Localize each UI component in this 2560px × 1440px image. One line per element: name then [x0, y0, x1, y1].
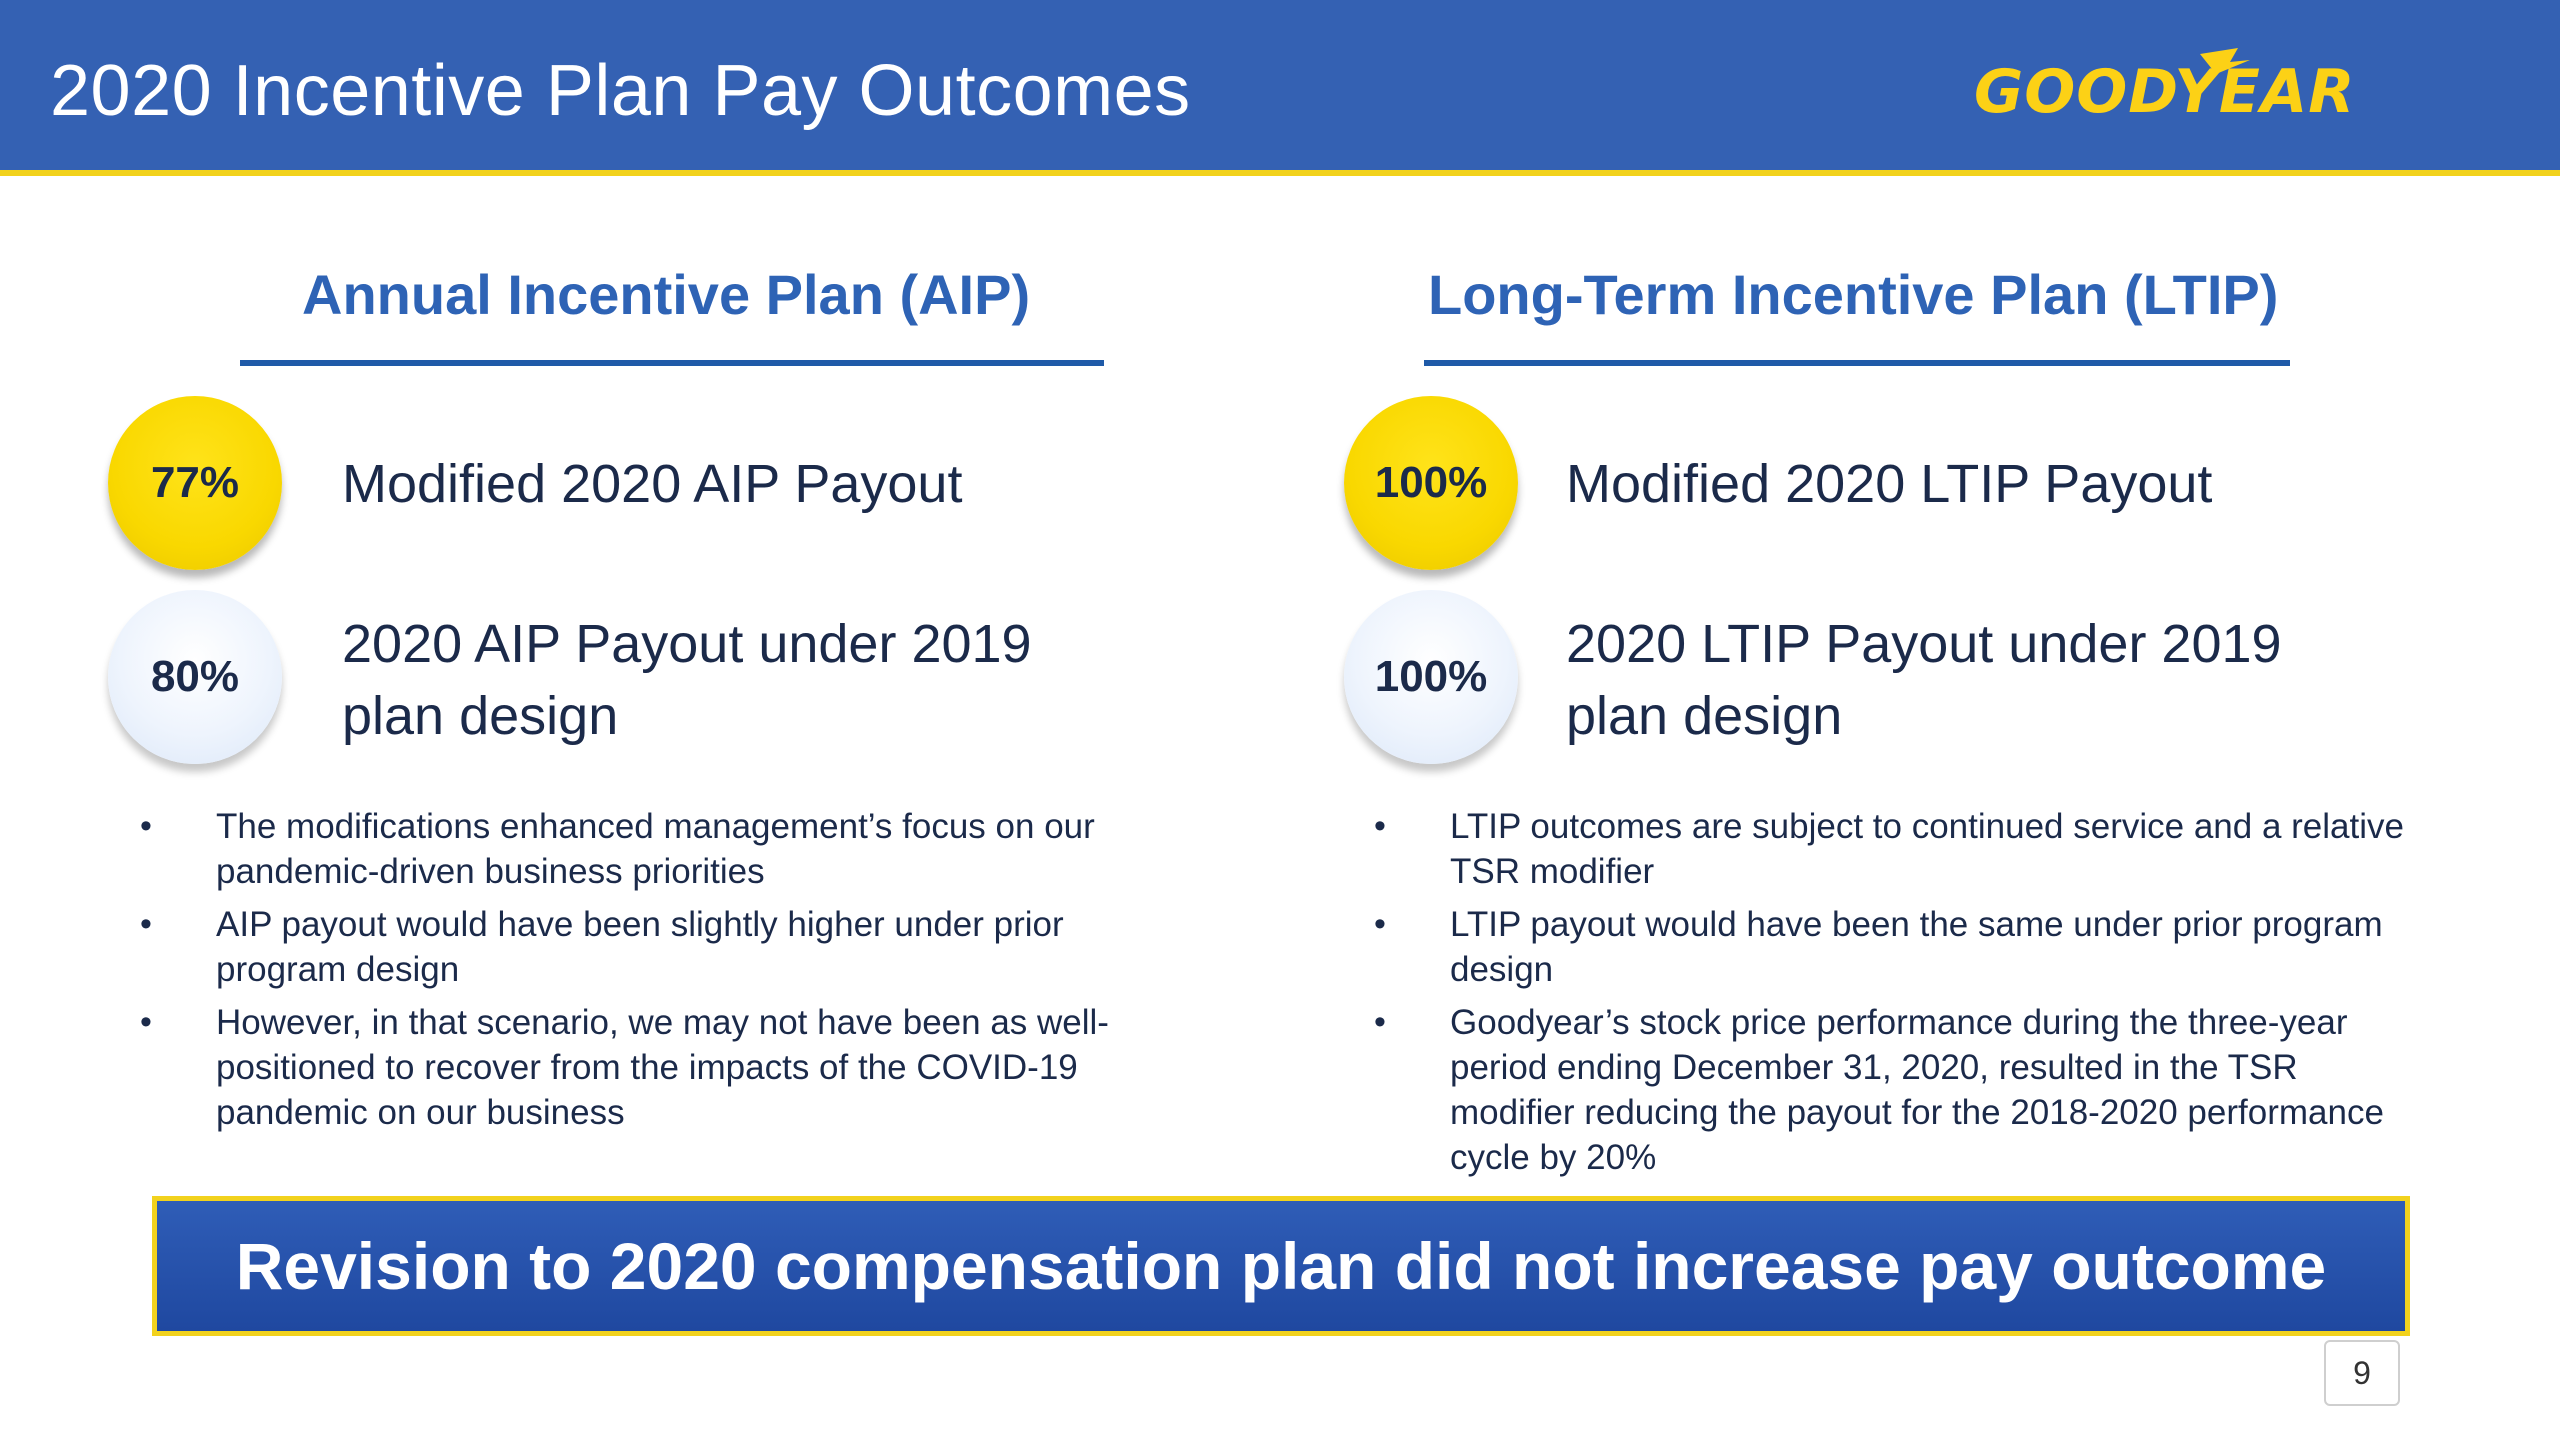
ltip-prior-design-payout-badge: 100% [1344, 590, 1518, 764]
aip-prior-design-payout-label: 2020 AIP Payout under 2019 plan design [342, 608, 1032, 752]
header-divider [0, 170, 2560, 176]
list-item: Goodyear’s stock price performance durin… [1372, 1000, 2422, 1180]
aip-modified-payout-badge: 77% [108, 396, 282, 570]
ltip-prior-design-payout-label: 2020 LTIP Payout under 2019 plan design [1566, 608, 2282, 752]
page-number: 9 [2324, 1340, 2400, 1406]
aip-modified-payout-label: Modified 2020 AIP Payout [342, 454, 963, 514]
goodyear-logo: GOODYEAR [1974, 48, 2355, 127]
header-bar: 2020 Incentive Plan Pay Outcomes GOODYEA… [0, 0, 2560, 170]
list-item: AIP payout would have been slightly high… [138, 902, 1168, 992]
ltip-heading-rule [1424, 360, 2290, 366]
aip-prior-design-label-line1: 2020 AIP Payout under 2019 [342, 614, 1032, 674]
aip-bullet-list: The modifications enhanced management’s … [138, 804, 1168, 1143]
list-item: LTIP payout would have been the same und… [1372, 902, 2422, 992]
aip-prior-design-label-line2: plan design [342, 686, 619, 746]
list-item: LTIP outcomes are subject to continued s… [1372, 804, 2422, 894]
ltip-prior-design-label-line2: plan design [1566, 686, 1843, 746]
list-item: However, in that scenario, we may not ha… [138, 1000, 1168, 1135]
aip-heading-rule [240, 360, 1104, 366]
ltip-modified-payout-badge: 100% [1344, 396, 1518, 570]
ltip-bullet-list: LTIP outcomes are subject to continued s… [1372, 804, 2422, 1188]
aip-heading: Annual Incentive Plan (AIP) [302, 263, 1031, 326]
ltip-heading: Long-Term Incentive Plan (LTIP) [1428, 263, 2279, 326]
page-title: 2020 Incentive Plan Pay Outcomes [50, 51, 1191, 131]
ltip-prior-design-label-line1: 2020 LTIP Payout under 2019 [1566, 614, 2282, 674]
list-item: The modifications enhanced management’s … [138, 804, 1168, 894]
ltip-modified-payout-label: Modified 2020 LTIP Payout [1566, 454, 2213, 514]
summary-banner-text: Revision to 2020 compensation plan did n… [235, 1229, 2327, 1303]
svg-text:GOODYEAR: GOODYEAR [1974, 57, 2355, 127]
wingfoot-icon [2200, 48, 2250, 74]
summary-banner: Revision to 2020 compensation plan did n… [152, 1196, 2410, 1336]
aip-prior-design-payout-badge: 80% [108, 590, 282, 764]
